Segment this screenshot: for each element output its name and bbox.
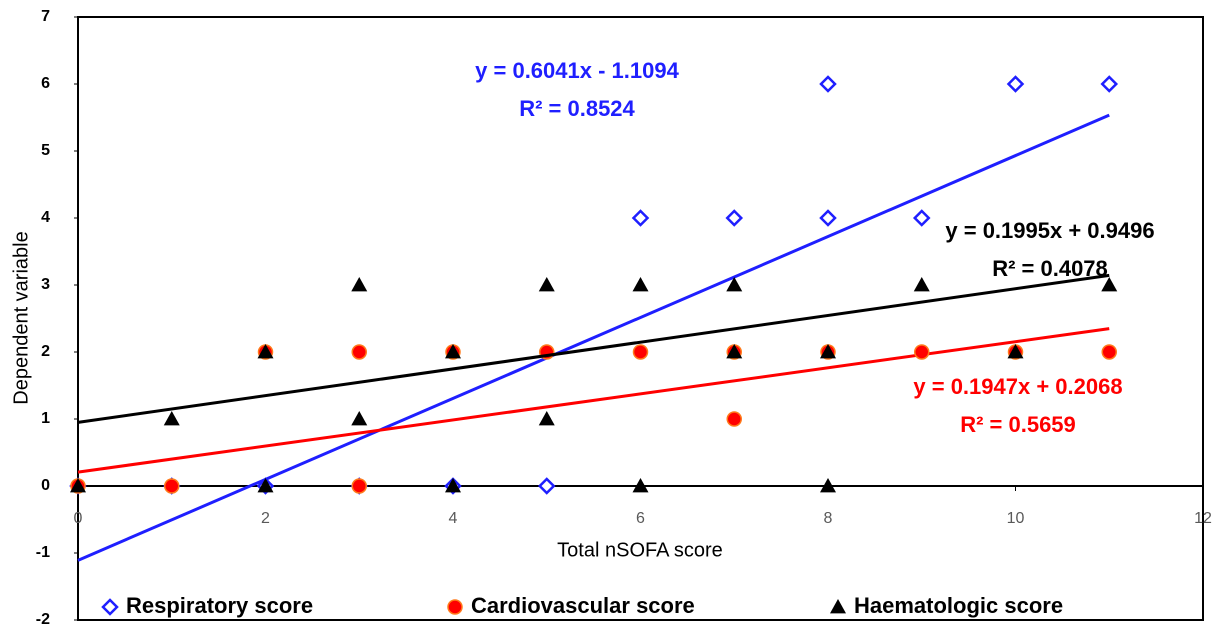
- point: [538, 411, 555, 426]
- point: [445, 478, 461, 493]
- point: [70, 478, 86, 493]
- trendline-r2: R² = 0.5659: [960, 412, 1076, 437]
- point: [257, 344, 274, 359]
- y-tick-label: 3: [41, 276, 50, 293]
- y-tick-label: -2: [36, 611, 50, 628]
- point: [632, 344, 649, 360]
- point: [1007, 344, 1024, 359]
- trendline-equation: y = 0.1995x + 0.9496: [945, 218, 1154, 243]
- point: [445, 344, 461, 359]
- x-tick-label: 0: [74, 510, 83, 527]
- x-tick-label: 6: [636, 510, 645, 527]
- point: [1101, 344, 1117, 360]
- plot-frame: [77, 16, 1204, 621]
- y-tick-label: 1: [41, 410, 50, 427]
- trendline-equation: y = 0.6041x - 1.1094: [475, 58, 679, 83]
- point: [1006, 75, 1025, 93]
- x-tick-label: 2: [261, 510, 270, 527]
- trendline-equation: y = 0.1947x + 0.2068: [913, 374, 1122, 399]
- point: [164, 478, 180, 494]
- point: [726, 277, 743, 292]
- legend-label: Respiratory score: [126, 593, 313, 618]
- point: [819, 75, 837, 93]
- point: [351, 277, 368, 292]
- y-tick-label: 2: [41, 343, 50, 360]
- point: [538, 277, 555, 292]
- point: [257, 478, 274, 493]
- x-tick-label: 8: [824, 510, 833, 527]
- x-tick-label: 4: [449, 510, 458, 527]
- point: [913, 277, 930, 292]
- y-tick-label: 0: [41, 477, 50, 494]
- y-tick-label: 5: [41, 142, 50, 159]
- y-tick-label: 4: [41, 209, 50, 226]
- point: [1101, 277, 1118, 292]
- point: [537, 477, 556, 495]
- trendline: [77, 327, 1110, 474]
- legend-marker: [447, 599, 463, 615]
- point: [726, 344, 743, 359]
- point: [163, 411, 180, 426]
- y-tick-label: 7: [41, 8, 50, 25]
- point: [726, 411, 742, 427]
- x-tick-label: 12: [1194, 510, 1212, 527]
- trendline: [77, 113, 1110, 562]
- legend-label: Cardiovascular score: [471, 593, 695, 618]
- point: [914, 344, 930, 360]
- point: [631, 209, 650, 227]
- legend-label: Haematologic score: [854, 593, 1063, 618]
- x-tick-label: 10: [1007, 510, 1025, 527]
- point: [820, 478, 836, 493]
- point: [351, 411, 368, 426]
- legend-marker: [830, 599, 846, 614]
- point: [351, 478, 367, 494]
- point: [819, 209, 837, 227]
- trendline: [77, 273, 1110, 424]
- point: [632, 478, 649, 493]
- y-axis-title: Dependent variable: [10, 231, 32, 404]
- trendline-r2: R² = 0.8524: [519, 96, 635, 121]
- legend-marker: [101, 598, 119, 616]
- point: [632, 277, 649, 292]
- x-axis-title: Total nSOFA score: [557, 539, 723, 561]
- y-tick-label: -1: [36, 544, 50, 561]
- point: [725, 209, 744, 227]
- trendline-r2: R² = 0.4078: [992, 256, 1108, 281]
- point: [912, 209, 931, 227]
- y-tick-label: 6: [41, 75, 50, 92]
- point: [351, 344, 367, 360]
- point: [820, 344, 836, 359]
- point: [1100, 75, 1119, 93]
